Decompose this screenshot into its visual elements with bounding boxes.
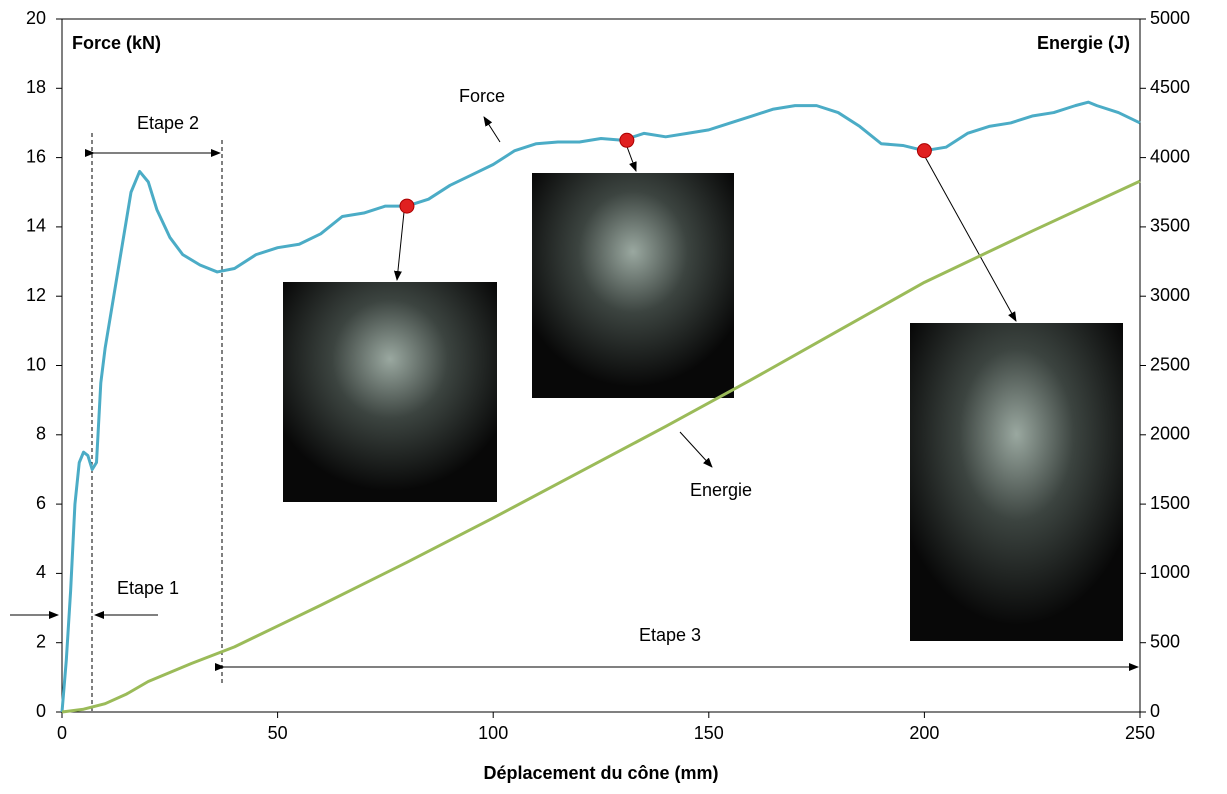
photos [10, 116, 1139, 712]
x-axis-label: Déplacement du cône (mm) [483, 763, 718, 783]
y2-tick-label: 5000 [1150, 8, 1190, 28]
y-tick-label: 6 [36, 493, 46, 513]
y-tick-label: 10 [26, 354, 46, 374]
x-tick-label: 100 [478, 723, 508, 743]
highlight-point [916, 143, 932, 159]
y2-axis-label: Energie (J) [1037, 33, 1130, 53]
y-tick-label: 14 [26, 216, 46, 236]
photo [283, 282, 497, 502]
y2-tick-label: 0 [1150, 701, 1160, 721]
series-label: Force [459, 86, 505, 106]
photo [532, 173, 734, 398]
y2-tick-label: 2500 [1150, 354, 1190, 374]
y2-tick-label: 1500 [1150, 493, 1190, 513]
highlight-point [619, 132, 635, 148]
series-label: Energie [690, 480, 752, 500]
annotation: Etape 2 [137, 113, 199, 133]
y2-tick-label: 2000 [1150, 424, 1190, 444]
highlight-point [399, 198, 415, 214]
label-arrow [679, 431, 713, 468]
y-tick-label: 4 [36, 562, 46, 582]
annotation: Etape 1 [117, 578, 179, 598]
label-arrow [483, 116, 501, 143]
x-tick-label: 50 [268, 723, 288, 743]
x-tick-label: 0 [57, 723, 67, 743]
y-tick-label: 2 [36, 631, 46, 651]
y2-tick-label: 3500 [1150, 216, 1190, 236]
y-tick-label: 18 [26, 77, 46, 97]
photo-arrow [393, 211, 405, 281]
y2-tick-label: 500 [1150, 631, 1180, 651]
photo [910, 323, 1123, 641]
y-tick-label: 16 [26, 146, 46, 166]
series-line [61, 179, 1141, 714]
y2-tick-label: 1000 [1150, 562, 1190, 582]
y-tick-label: 12 [26, 285, 46, 305]
y-tick-label: 20 [26, 8, 46, 28]
annotation: Etape 3 [639, 625, 701, 645]
photo-arrow [923, 154, 1017, 322]
y2-tick-label: 4000 [1150, 146, 1190, 166]
x-tick-label: 200 [909, 723, 939, 743]
x-tick-label: 150 [694, 723, 724, 743]
y-axis-label: Force (kN) [72, 33, 161, 53]
y2-tick-label: 4500 [1150, 77, 1190, 97]
y-tick-label: 0 [36, 701, 46, 721]
x-tick-label: 250 [1125, 723, 1155, 743]
y-tick-label: 8 [36, 424, 46, 444]
y2-tick-label: 3000 [1150, 285, 1190, 305]
photo-arrow [625, 143, 637, 172]
